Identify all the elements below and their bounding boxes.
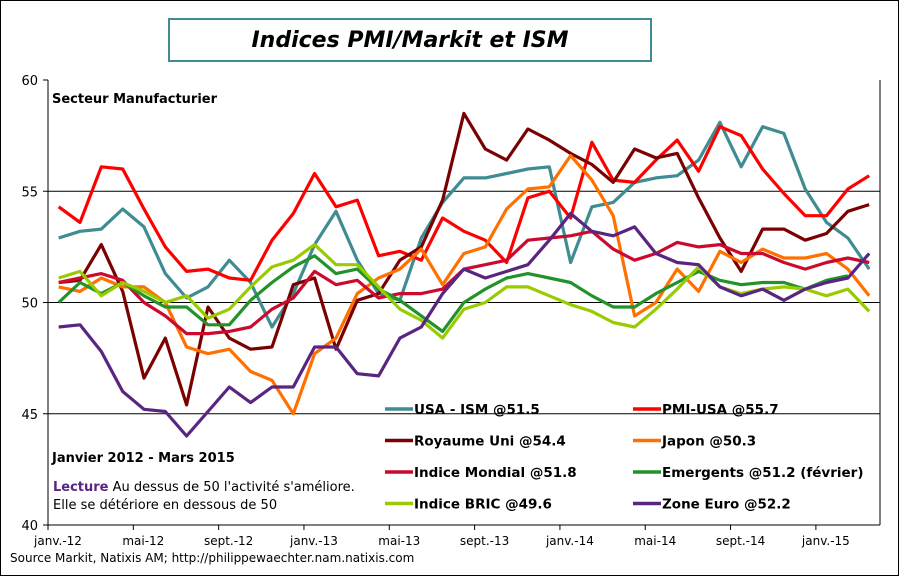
y-tick-label: 45 — [21, 408, 38, 423]
y-tick-label: 55 — [21, 185, 38, 200]
legend-item: Indice Mondial @51.8 — [385, 465, 577, 481]
chart-title: Indices PMI/Markit et ISM — [168, 18, 652, 62]
legend-item: Japon @50.3 — [633, 434, 756, 450]
legend-item: Indice BRIC @49.6 — [385, 497, 552, 513]
legend-item: PMI-USA @55.7 — [633, 402, 779, 418]
note-label: Lecture — [53, 480, 109, 495]
legend-label: Royaume Uni @54.4 — [414, 434, 566, 450]
legend-item: Zone Euro @52.2 — [633, 497, 791, 513]
x-tick-label: janv.-12 — [33, 534, 82, 548]
x-tick-label: janv.-14 — [545, 534, 594, 548]
legend-label: PMI-USA @55.7 — [662, 402, 779, 418]
legend-label: Zone Euro @52.2 — [662, 497, 791, 513]
legend-label: USA - ISM @51.5 — [414, 402, 540, 418]
y-tick-label: 60 — [21, 74, 38, 89]
chart-subtitle: Secteur Manufacturier — [52, 92, 218, 107]
x-tick-label: janv.-15 — [801, 534, 850, 548]
series-line-7 — [58, 211, 871, 438]
x-tick-label: mai-13 — [378, 534, 420, 548]
chart-title-text: Indices PMI/Markit et ISM — [251, 27, 569, 53]
source-note: Source Markit, Natixis AM; http://philip… — [10, 551, 415, 565]
series-line-0 — [58, 120, 871, 329]
legend-label: Indice Mondial @51.8 — [414, 465, 577, 481]
period-label: Janvier 2012 - Mars 2015 — [52, 451, 235, 466]
note-line2: Elle se détériore en dessous de 50 — [53, 498, 278, 513]
legend-item: USA - ISM @51.5 — [385, 402, 540, 418]
x-tick-label: mai-12 — [122, 534, 164, 548]
series-line-1 — [57, 125, 871, 282]
legend-label: Emergents @51.2 (février) — [662, 465, 864, 481]
legend-item: Royaume Uni @54.4 — [385, 434, 566, 450]
series-line-3 — [58, 154, 871, 416]
x-tick-label: janv.-13 — [289, 534, 338, 548]
series-line-5 — [57, 254, 849, 333]
note-text1: Au dessus de 50 l'activité s'améliore. — [112, 480, 355, 495]
note-line1: Lecture Au dessus de 50 l'activité s'amé… — [53, 480, 355, 495]
y-tick-label: 50 — [21, 297, 38, 312]
legend-label: Japon @50.3 — [661, 434, 756, 450]
y-tick-label: 40 — [21, 519, 38, 534]
x-tick-label: sept.-14 — [716, 534, 765, 548]
x-tick-label: sept.-12 — [204, 534, 253, 548]
x-tick-label: sept.-13 — [460, 534, 509, 548]
legend-item: Emergents @51.2 (février) — [633, 465, 864, 481]
legend-label: Indice BRIC @49.6 — [414, 497, 552, 513]
x-tick-label: mai-14 — [634, 534, 676, 548]
